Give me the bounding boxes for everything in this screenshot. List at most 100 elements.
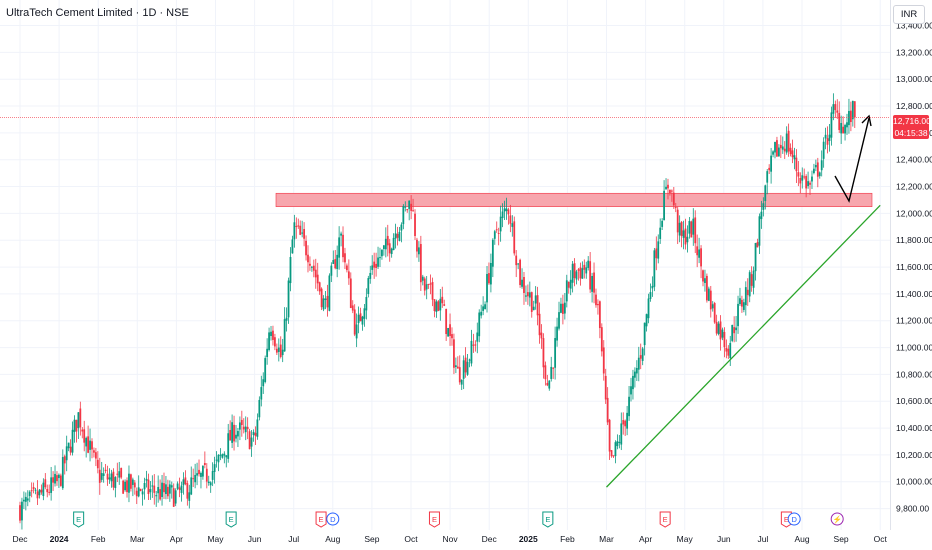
candle-body: [624, 420, 627, 427]
candle: [437, 300, 440, 312]
candle: [649, 283, 652, 302]
candle-body: [427, 283, 430, 285]
candle-body: [801, 175, 804, 181]
candle-body: [215, 459, 218, 461]
candle: [694, 210, 697, 254]
candle: [161, 474, 163, 506]
event-marker[interactable]: E: [428, 511, 440, 528]
candle: [400, 222, 403, 243]
event-marker[interactable]: E: [73, 511, 85, 528]
candle: [550, 356, 553, 382]
candle: [217, 454, 220, 472]
candle: [416, 237, 418, 258]
candle: [396, 226, 399, 246]
candle: [128, 465, 130, 503]
candle-body: [274, 337, 276, 347]
candle-body: [392, 237, 395, 251]
candle-body: [305, 240, 307, 256]
time-axis[interactable]: Dec 2024 Feb Mar Apr May Jun Jul Aug Sep Oct Nov Dec…: [12, 534, 887, 544]
candle: [764, 184, 767, 210]
candle: [851, 100, 854, 127]
candle: [435, 299, 438, 318]
event-markers[interactable]: E E E D E E E E D ⚡: [73, 511, 844, 528]
candle-body: [421, 276, 424, 281]
candle-body: [303, 229, 305, 239]
event-marker[interactable]: D: [326, 512, 340, 526]
candle-body: [768, 167, 771, 171]
candle-body: [667, 184, 669, 189]
candle-body: [616, 441, 619, 447]
event-marker-label: ⚡: [833, 515, 842, 524]
candle: [458, 355, 461, 385]
candle-body: [610, 450, 613, 457]
candle: [252, 429, 255, 442]
candle-body: [435, 301, 438, 312]
event-marker-label: D: [791, 515, 797, 524]
candle: [777, 144, 780, 157]
candle-body: [56, 475, 58, 482]
candle: [546, 374, 549, 387]
event-marker[interactable]: E: [225, 511, 237, 528]
candle: [50, 466, 53, 501]
candle: [517, 263, 520, 270]
candle-body: [772, 151, 774, 155]
candle: [626, 405, 629, 436]
candle-body: [818, 172, 821, 177]
candle: [754, 242, 757, 281]
candle-body: [437, 301, 440, 311]
candle: [361, 315, 364, 331]
event-marker[interactable]: D: [787, 512, 801, 526]
candle: [497, 227, 500, 246]
event-marker[interactable]: E: [542, 511, 554, 528]
candle-body: [476, 332, 479, 342]
candle-body: [655, 248, 658, 259]
candle-body: [464, 357, 467, 373]
candle-body: [715, 321, 718, 334]
candle-body: [322, 298, 325, 310]
candle: [711, 301, 714, 312]
candle-body: [449, 324, 451, 336]
x-tick-label: Aug: [794, 534, 809, 544]
candle: [536, 286, 539, 326]
candle: [624, 419, 627, 436]
candle-body: [495, 229, 498, 231]
candle: [684, 218, 687, 250]
candle: [610, 449, 613, 458]
support-trendline: [606, 204, 881, 488]
candle: [390, 247, 393, 258]
candle: [456, 356, 459, 369]
candle-body: [441, 296, 444, 304]
candle: [538, 302, 541, 344]
candlestick-series[interactable]: [19, 93, 856, 530]
event-marker-label: E: [76, 515, 81, 524]
candle: [297, 218, 300, 229]
candle: [24, 492, 27, 511]
candle-body: [77, 412, 80, 429]
candle-body: [779, 144, 782, 149]
candle-body: [318, 282, 321, 292]
candle: [774, 141, 776, 159]
y-tick-label: 13,000.00: [896, 74, 932, 84]
candle: [328, 273, 331, 312]
candle-body: [682, 230, 685, 238]
candle: [567, 281, 570, 294]
event-marker[interactable]: E: [659, 511, 671, 528]
candle-body: [692, 218, 695, 235]
event-marker[interactable]: E: [315, 511, 327, 528]
candle-body: [301, 232, 304, 234]
event-marker[interactable]: ⚡: [830, 512, 844, 526]
candle-body: [262, 379, 265, 387]
price-axis[interactable]: 13,400.0013,200.0013,000.0012,800.0012,6…: [896, 21, 932, 514]
candle-body: [754, 243, 757, 272]
candle: [402, 204, 405, 230]
candle-body: [445, 308, 448, 335]
x-tick-label: 2024: [50, 534, 69, 544]
candle: [443, 299, 446, 307]
candle: [170, 481, 173, 499]
candle: [172, 483, 175, 508]
candle: [602, 340, 605, 381]
candle: [573, 258, 576, 287]
candle-body: [834, 104, 837, 111]
currency-button[interactable]: INR: [893, 5, 925, 24]
